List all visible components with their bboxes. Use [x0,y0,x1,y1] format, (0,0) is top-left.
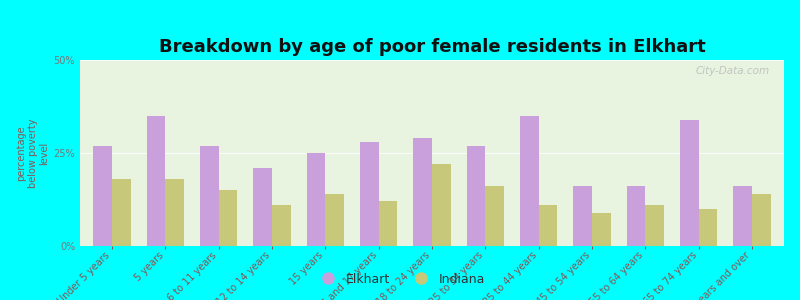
Bar [146,116,166,246]
Bar [698,209,718,246]
Bar [112,179,130,246]
Bar [574,187,592,246]
Bar [734,187,752,246]
Bar [646,205,664,246]
Bar [432,164,450,246]
Bar [254,168,272,246]
Bar [218,190,238,246]
Bar [378,201,398,246]
Title: Breakdown by age of poor female residents in Elkhart: Breakdown by age of poor female resident… [158,38,706,56]
Legend: Elkhart, Indiana: Elkhart, Indiana [310,268,490,291]
Bar [326,194,344,246]
Bar [592,212,610,246]
Bar [360,142,378,246]
Bar [538,205,558,246]
Bar [306,153,326,246]
Text: City-Data.com: City-Data.com [696,66,770,76]
Bar [272,205,290,246]
Bar [626,187,646,246]
Bar [94,146,112,246]
Bar [200,146,218,246]
Bar [520,116,538,246]
Bar [680,119,698,246]
Bar [486,187,504,246]
Bar [752,194,770,246]
Bar [466,146,486,246]
Y-axis label: percentage
below poverty
level: percentage below poverty level [16,118,50,188]
Bar [166,179,184,246]
Bar [414,138,432,246]
